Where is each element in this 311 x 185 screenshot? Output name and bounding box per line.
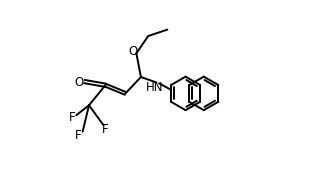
Text: O: O (74, 76, 83, 89)
Text: HN: HN (146, 81, 163, 95)
Text: O: O (128, 45, 137, 58)
Text: F: F (102, 123, 109, 136)
Text: F: F (69, 111, 76, 124)
Text: F: F (75, 129, 81, 142)
